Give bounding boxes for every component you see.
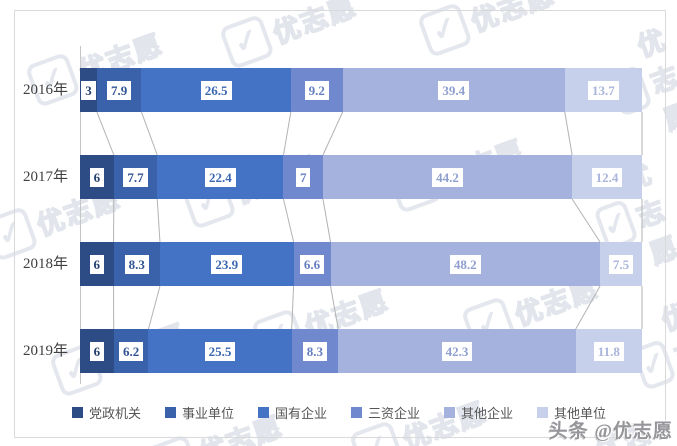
connector-line (322, 111, 344, 156)
category-label: 2019年 (22, 343, 68, 359)
bar-segment: 48.2 (330, 242, 601, 286)
bar-segment: 22.4 (157, 155, 284, 199)
category-label: 2016年 (22, 82, 68, 98)
value-label: 7.9 (107, 80, 132, 100)
value-label: 7 (295, 167, 311, 187)
legend-item: 其他单位 (537, 403, 606, 422)
bar-segment: 7 (283, 155, 323, 199)
plot-area: 3 7.9 26.5 9.2 39.4 13.7 6 7.7 22.4 7 44.2 12.4 6 8.3… (80, 46, 643, 384)
category-label: 2018年 (22, 256, 68, 272)
value-label: 3 (81, 80, 96, 100)
legend-marker (444, 407, 456, 418)
value-label: 8.3 (302, 341, 328, 361)
bar-segment: 26.5 (141, 68, 291, 112)
value-label: 23.9 (211, 254, 243, 274)
value-label: 6 (89, 341, 105, 361)
legend-label: 事业单位 (181, 406, 234, 421)
bar-segment: 12.4 (572, 155, 642, 199)
bar-segment: 6.6 (293, 242, 331, 286)
value-label: 26.5 (200, 80, 232, 100)
series-connector-lines (96, 111, 643, 330)
bar-row: 6 7.7 22.4 7 44.2 12.4 (80, 155, 642, 199)
connector-line (140, 111, 158, 156)
connector-line (330, 285, 339, 330)
value-label: 12.4 (591, 167, 623, 187)
value-label: 48.2 (449, 254, 481, 274)
value-label: 6.2 (118, 341, 144, 361)
connector-line (282, 111, 292, 156)
legend-item: 党政机关 (71, 403, 141, 422)
category-label: 2017年 (22, 169, 68, 185)
legend-marker (537, 407, 549, 418)
value-label: 39.4 (438, 80, 470, 100)
value-label: 6 (89, 254, 105, 274)
bar-row: 6 8.3 23.9 6.6 48.2 7.5 (80, 242, 642, 286)
connector-line (148, 285, 161, 330)
bar-segment: 7.9 (96, 68, 142, 112)
value-label: 9.2 (304, 80, 329, 100)
legend-item: 国有企业 (257, 403, 327, 422)
value-label: 44.2 (432, 167, 463, 187)
legend-label: 三资企业 (368, 406, 421, 421)
bar-segment: 9.2 (290, 68, 343, 112)
connector-line (564, 111, 573, 156)
bar-segment: 42.3 (338, 329, 576, 373)
bar-segment: 7.5 (600, 242, 642, 286)
value-label: 6.6 (299, 254, 325, 274)
bar-segment: 6.2 (113, 329, 149, 373)
bar-segment: 23.9 (159, 242, 294, 286)
connector-line (571, 198, 601, 243)
legend-label: 其他单位 (554, 406, 607, 421)
value-label: 13.7 (588, 80, 619, 100)
value-label: 8.3 (124, 254, 149, 274)
legend-label: 国有企业 (274, 406, 327, 421)
legend-label: 党政机关 (88, 406, 141, 421)
connector-line (291, 285, 295, 330)
credit-watermark: 头条 @优志愿 (548, 421, 673, 442)
bar-segment: 6 (80, 155, 114, 199)
bar-segment: 13.7 (564, 68, 642, 112)
value-label: 6 (89, 167, 105, 187)
connector-line (322, 198, 332, 243)
category-axis: 2016年 2017年 2018年 2019年 (14, 46, 74, 384)
bar-row: 6 6.2 25.5 8.3 42.3 11.8 (80, 329, 642, 373)
value-label: 22.4 (204, 167, 236, 187)
bar-row: 3 7.9 26.5 9.2 39.4 13.7 (80, 68, 642, 112)
bar-segment: 7.7 (113, 155, 158, 199)
connector-line (575, 285, 601, 330)
value-label: 42.3 (441, 341, 473, 361)
value-label: 11.8 (593, 341, 624, 361)
bar-segment: 44.2 (322, 155, 573, 199)
legend-item: 事业单位 (164, 403, 234, 422)
legend-item: 三资企业 (351, 403, 420, 422)
bar-segment: 8.3 (291, 329, 339, 373)
connector-line (96, 111, 115, 156)
bar-segment: 11.8 (575, 329, 642, 373)
bar-segment: 6 (80, 329, 114, 373)
bar-segment: 25.5 (148, 329, 292, 373)
bar-segment: 8.3 (113, 242, 160, 286)
connector-line (283, 198, 295, 243)
legend-item: 其他企业 (444, 403, 513, 422)
value-label: 7.5 (608, 254, 634, 274)
bar-segment: 3 (80, 68, 97, 112)
legend-marker (351, 407, 362, 418)
legend-label: 其他企业 (461, 406, 514, 421)
connector-line (156, 198, 161, 243)
value-label: 7.7 (123, 167, 148, 187)
legend-marker (164, 407, 176, 418)
value-label: 25.5 (204, 341, 236, 361)
legend: 党政机关 事业单位 国有企业 三资企业 其他企业 其他单位 (14, 403, 664, 422)
bar-segment: 39.4 (342, 68, 565, 112)
chart-frame (14, 10, 666, 438)
legend-marker (71, 407, 83, 418)
bar-segment: 6 (80, 242, 114, 286)
legend-marker (257, 407, 269, 418)
y-axis-line (80, 46, 81, 384)
